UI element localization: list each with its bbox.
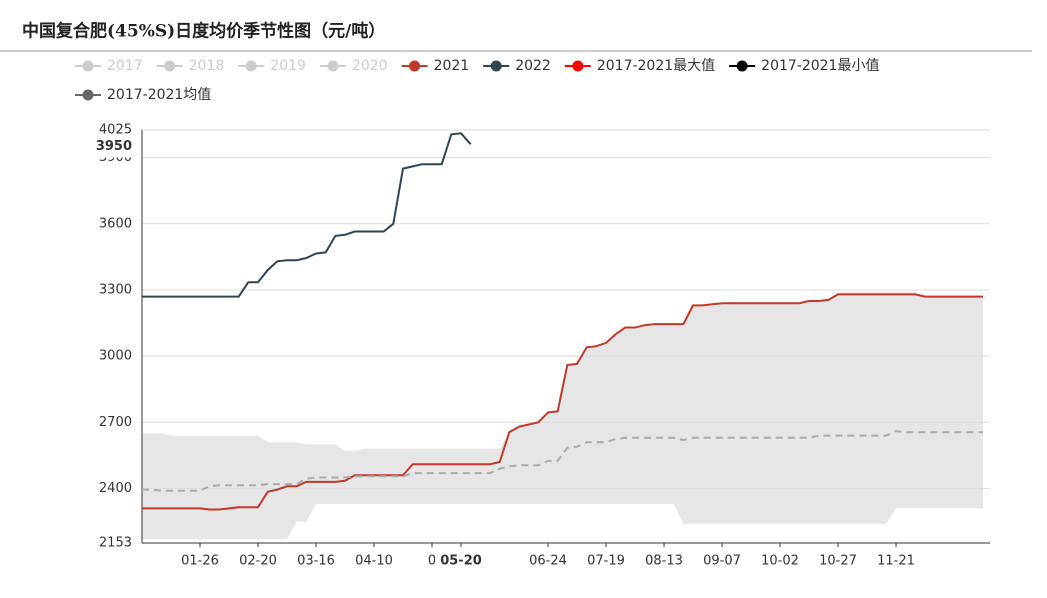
y-tick-label: 2153 xyxy=(99,536,132,551)
legend-label: 2020 xyxy=(352,58,388,74)
legend-item[interactable]: 2018 xyxy=(156,58,225,74)
legend-marker xyxy=(82,60,94,72)
legend-label: 2017-2021最大值 xyxy=(597,58,715,74)
series-line xyxy=(142,132,472,298)
x-tick-label: 01-26 xyxy=(181,554,219,569)
legend-label: 2018 xyxy=(189,58,225,74)
x-tick-label: 08-13 xyxy=(645,554,683,569)
legend-marker xyxy=(82,89,94,101)
legend-marker xyxy=(736,60,748,72)
x-tick-label: 06-24 xyxy=(529,554,567,569)
y-tick-label: 2700 xyxy=(99,415,132,430)
band-max-area xyxy=(142,292,983,543)
chart-title: 中国复合肥(45%S)日度均价季节性图（元/吨） xyxy=(22,21,385,42)
legend-item[interactable]: 2017-2021均值 xyxy=(75,87,211,103)
y-tick-label: 2400 xyxy=(99,481,132,496)
x-tick-label: 03-16 xyxy=(297,554,335,569)
band-min-area xyxy=(142,504,983,543)
legend-label: 2022 xyxy=(515,58,551,74)
legend-item[interactable]: 2021 xyxy=(401,58,470,74)
x-tick-label: 10-27 xyxy=(819,554,857,569)
axis-pointer-y-box xyxy=(84,135,140,158)
legend-item[interactable]: 2017-2021最小值 xyxy=(729,58,879,74)
x-tick-label: 04-10 xyxy=(355,554,393,569)
y-tick-label: 3300 xyxy=(99,282,132,297)
legend-marker xyxy=(164,60,176,72)
series-line xyxy=(142,293,983,511)
x-tick-label: 10-02 xyxy=(761,554,799,569)
legend-marker xyxy=(327,60,339,72)
y-tick-label: 3000 xyxy=(99,349,132,364)
legend-marker xyxy=(245,60,257,72)
x-tick-label: 02-20 xyxy=(239,554,277,569)
legend-item[interactable]: 2017-2021最大值 xyxy=(564,58,715,74)
legend-label: 2017 xyxy=(107,58,143,74)
legend-marker xyxy=(572,60,584,72)
x-tick-label: 0 xyxy=(428,554,436,569)
legend-item[interactable]: 2019 xyxy=(238,58,306,74)
x-tick-label: 11-21 xyxy=(877,554,915,569)
legend-item[interactable]: 2020 xyxy=(319,58,388,74)
x-tick-label: 09-07 xyxy=(703,554,741,569)
legend-marker xyxy=(409,60,421,72)
legend-label: 2017-2021最小值 xyxy=(761,58,879,74)
legend-label: 2021 xyxy=(434,58,470,74)
axis-pointer-x-label: 05-20 xyxy=(440,554,482,569)
axis-pointer-y-label: 3950 xyxy=(96,139,132,154)
legend-label: 2019 xyxy=(270,58,306,74)
x-tick-label: 07-19 xyxy=(587,554,625,569)
legend-item[interactable]: 2022 xyxy=(483,58,551,74)
legend-label: 2017-2021均值 xyxy=(107,87,211,103)
axis-pointer-x-box xyxy=(435,549,488,571)
legend-item[interactable]: 2017 xyxy=(75,58,143,74)
y-tick-label: 3600 xyxy=(99,216,132,231)
legend-marker xyxy=(490,60,502,72)
y-tick-label: 4025 xyxy=(99,123,132,138)
